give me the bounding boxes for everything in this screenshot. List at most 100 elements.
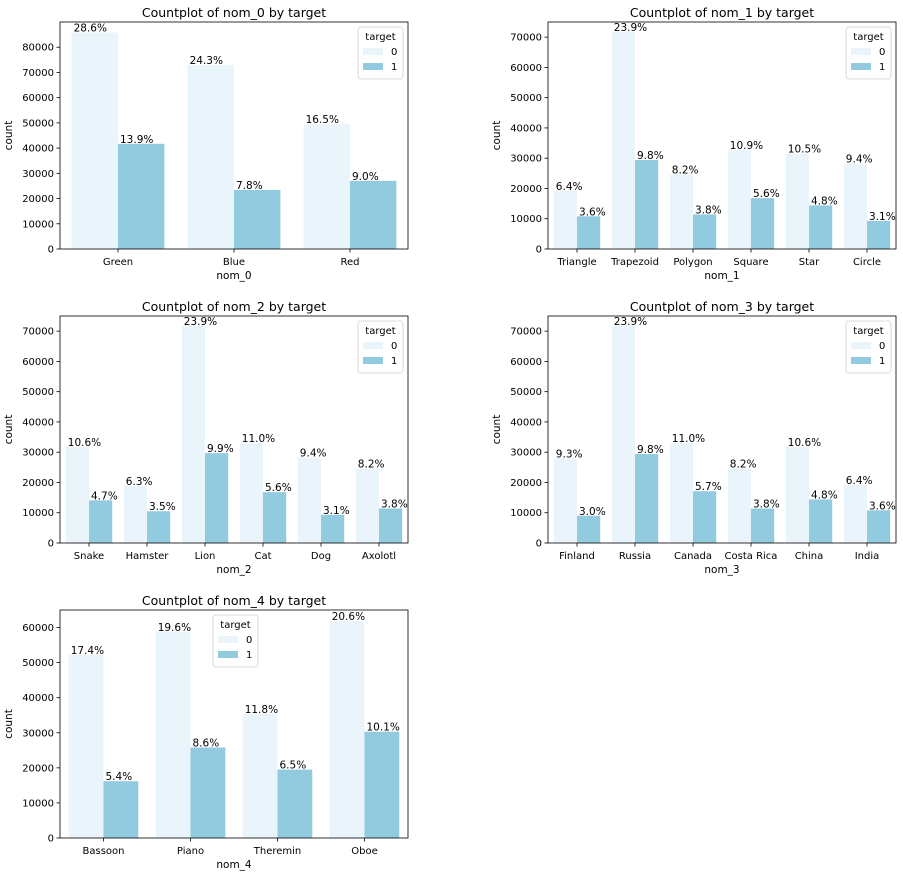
- bar-2-0-0: [65, 446, 89, 543]
- bar-label: 9.0%: [352, 171, 379, 183]
- bar-label: 11.0%: [672, 433, 705, 445]
- bar-1-1-2: [693, 214, 717, 249]
- bar-3-1-5: [867, 510, 891, 543]
- y-tick-label: 20000: [22, 194, 54, 205]
- y-tick-label: 50000: [510, 93, 542, 104]
- bar-4-0-2: [242, 713, 278, 838]
- legend-swatch: [218, 636, 238, 643]
- y-tick-label: 10000: [22, 219, 54, 230]
- bar-label: 20.6%: [332, 611, 365, 623]
- y-tick-label: 50000: [22, 658, 54, 669]
- bar-label: 9.9%: [207, 443, 234, 455]
- chart-title: Countplot of nom_3 by target: [630, 299, 814, 314]
- legend-swatch: [851, 63, 871, 70]
- y-tick-label: 40000: [22, 693, 54, 704]
- bar-label: 17.4%: [71, 645, 104, 657]
- plot-frame: [547, 315, 897, 544]
- bar-label: 9.8%: [637, 150, 664, 162]
- x-tick-label: Cat: [254, 551, 271, 562]
- legend-title: target: [365, 326, 395, 337]
- subplot-4: 17.4%19.6%11.8%20.6%5.4%8.6%6.5%10.1%010…: [3, 593, 409, 871]
- bar-0-1-1: [234, 189, 281, 249]
- x-axis-label: nom_2: [216, 564, 251, 576]
- legend-entry: 1: [246, 650, 252, 661]
- x-tick-label: Dog: [311, 551, 331, 562]
- bar-1-1-5: [867, 220, 891, 249]
- bar-label: 8.2%: [730, 459, 757, 471]
- bar-2-0-5: [355, 468, 379, 543]
- bar-3-0-1: [611, 325, 635, 543]
- bar-label: 8.2%: [358, 459, 385, 471]
- bar-1-1-0: [577, 216, 601, 249]
- bar-4-0-3: [329, 621, 365, 838]
- chart-title: Countplot of nom_1 by target: [630, 5, 814, 20]
- bar-label: 4.8%: [811, 195, 838, 207]
- x-tick-label: Lion: [195, 551, 216, 562]
- x-tick-label: Theremin: [253, 846, 302, 857]
- bar-2-1-4: [321, 514, 345, 543]
- legend-swatch: [363, 63, 383, 70]
- legend-entry: 0: [391, 341, 397, 352]
- bar-label: 7.8%: [236, 180, 263, 192]
- x-tick-label: Triangle: [556, 257, 596, 268]
- y-axis-label: count: [3, 415, 15, 445]
- bar-label: 3.6%: [869, 500, 896, 512]
- chart-title: Countplot of nom_0 by target: [142, 5, 326, 20]
- x-axis-label: nom_3: [704, 564, 739, 576]
- bar-3-1-4: [809, 499, 833, 543]
- bar-label: 3.8%: [381, 499, 408, 511]
- legend-swatch: [363, 342, 383, 349]
- bar-4-0-1: [155, 631, 191, 838]
- y-tick-label: 60000: [510, 357, 542, 368]
- bar-3-0-0: [553, 458, 577, 543]
- y-tick-label: 0: [536, 245, 542, 256]
- y-tick-label: 20000: [22, 763, 54, 774]
- bar-3-1-3: [751, 508, 775, 543]
- bar-3-0-2: [669, 443, 693, 543]
- legend-title: target: [220, 620, 250, 631]
- y-axis-label: count: [3, 709, 15, 739]
- legend-entry: 0: [879, 341, 885, 352]
- bar-label: 11.8%: [245, 704, 278, 716]
- y-tick-label: 50000: [510, 387, 542, 398]
- y-tick-label: 10000: [22, 508, 54, 519]
- y-tick-label: 70000: [22, 327, 54, 338]
- bar-1-0-3: [727, 150, 751, 249]
- legend-entry: 1: [391, 356, 397, 367]
- subplot-3: 9.3% 23.9% 11.0% 8.2% 10.6% 6.4% 3.0% 9.8% 5.7% 3…: [491, 299, 897, 576]
- x-tick-label: Polygon: [673, 257, 712, 268]
- bar-label: 9.3%: [556, 449, 583, 461]
- y-tick-label: 70000: [22, 68, 54, 79]
- bar-1-1-4: [809, 205, 833, 249]
- x-tick-label: Star: [799, 257, 820, 268]
- y-tick-label: 50000: [22, 387, 54, 398]
- bar-label: 6.5%: [280, 760, 307, 772]
- bar-label: 4.7%: [91, 490, 118, 502]
- bar-3-0-5: [843, 484, 867, 543]
- x-tick-label: Hamster: [126, 551, 170, 562]
- y-tick-label: 40000: [22, 417, 54, 428]
- x-axis-label: nom_4: [216, 859, 252, 871]
- y-tick-label: 60000: [22, 357, 54, 368]
- legend-swatch: [851, 48, 871, 55]
- bar-2-1-3: [263, 492, 287, 543]
- bar-label: 6.4%: [556, 181, 583, 193]
- bar-label: 10.9%: [730, 140, 763, 152]
- bar-2-1-0: [89, 500, 113, 543]
- bar-3-1-0: [577, 515, 601, 543]
- legend-entry: 0: [391, 47, 397, 58]
- bar-3-0-4: [785, 446, 809, 543]
- y-tick-label: 40000: [22, 144, 54, 155]
- plot-frame: [547, 21, 897, 250]
- bar-label: 4.8%: [811, 489, 838, 501]
- y-tick-label: 30000: [22, 728, 54, 739]
- bar-label: 10.6%: [68, 437, 101, 449]
- bar-label: 3.0%: [579, 506, 606, 518]
- legend-entry: 0: [246, 635, 252, 646]
- subplot-1: 6.4% 23.9% 8.2% 10.9% 10.5% 9.4% 3.6% 9.8% 3.8% 5…: [491, 5, 897, 282]
- y-tick-label: 30000: [510, 448, 542, 459]
- subplot-0: 28.6% 24.3% 16.5% 13.9% 7.8% 9.0% 0 10000 20000 3…: [3, 5, 409, 282]
- chart-title: Countplot of nom_2 by target: [142, 299, 326, 314]
- bar-label: 23.9%: [184, 316, 217, 328]
- bar-0-0-0: [71, 32, 118, 250]
